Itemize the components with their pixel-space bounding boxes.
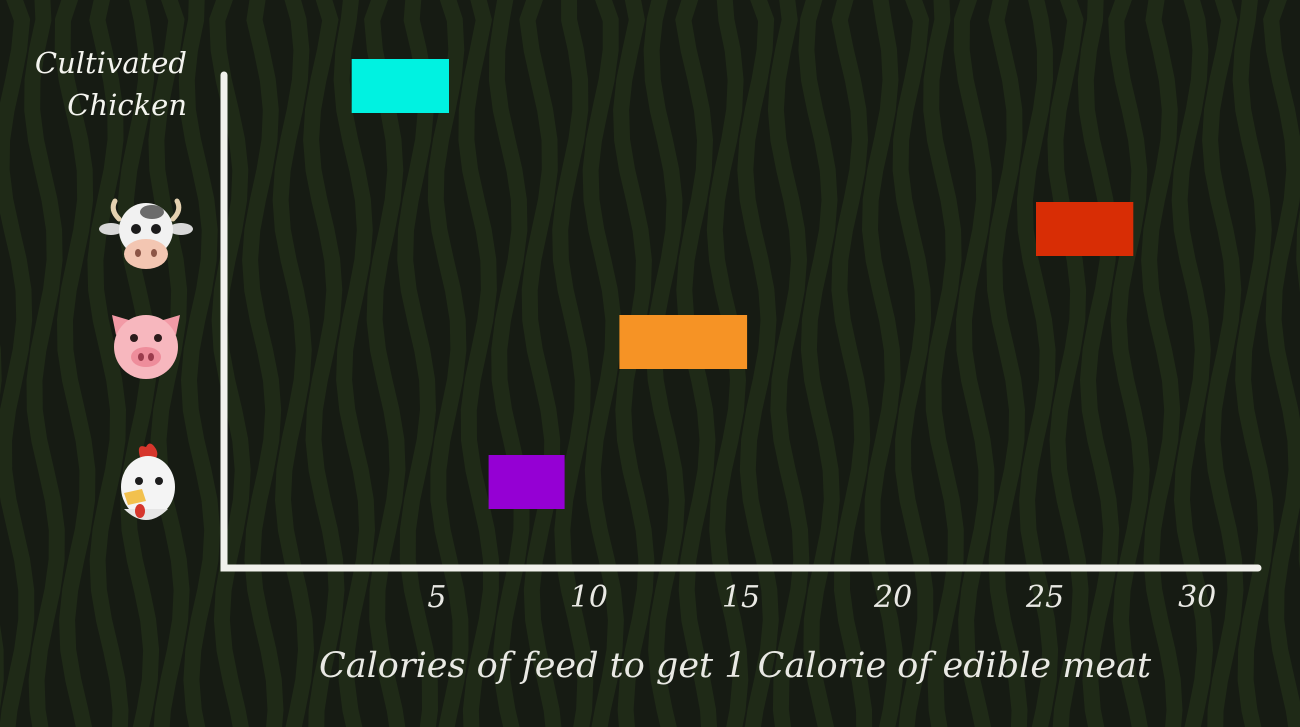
background-stripe xyxy=(1047,0,1089,727)
background-stripe xyxy=(54,0,96,727)
background-stripe xyxy=(519,0,562,727)
background-stripe xyxy=(798,0,840,727)
x-tick-label: 15 xyxy=(722,580,760,615)
background-stripe xyxy=(953,0,995,727)
bars-group xyxy=(351,59,1134,509)
background-stripe xyxy=(303,0,345,727)
category-label: Cultivated Chicken xyxy=(35,46,187,122)
background-stripe xyxy=(1141,0,1183,727)
x-tick-label: 30 xyxy=(1178,580,1216,615)
axis-lines xyxy=(220,71,1262,572)
background-stripe xyxy=(1171,0,1214,727)
bar-0 xyxy=(351,59,449,113)
background-stripe xyxy=(242,0,284,727)
x-tick-label: 5 xyxy=(427,580,446,615)
cow-face-icon xyxy=(99,198,193,269)
background-stripe xyxy=(861,0,903,727)
x-tick-label: 25 xyxy=(1025,580,1064,615)
background-stripe xyxy=(1016,0,1059,727)
category-labels: Cultivated Chicken xyxy=(35,46,193,520)
background-stripe xyxy=(488,0,530,727)
background-stripe xyxy=(397,0,439,727)
background-stripe xyxy=(1263,0,1300,727)
background-stripe xyxy=(831,0,873,727)
background-stripe xyxy=(1232,0,1275,727)
background-stripe xyxy=(333,0,376,727)
background-stripe xyxy=(24,0,65,727)
background-stripe xyxy=(1108,0,1150,727)
x-axis-label: Calories of feed to get 1 Calorie of edi… xyxy=(319,646,1152,686)
background-stripe xyxy=(178,0,221,727)
x-tick-labels: 5 10 15 20 25 30 xyxy=(427,580,1216,615)
background-stripe xyxy=(767,0,810,727)
x-tick-label: 20 xyxy=(873,580,912,615)
background-stripe xyxy=(582,0,624,727)
background-stripe xyxy=(0,0,35,727)
background-stripe xyxy=(364,0,406,727)
bar-3 xyxy=(488,455,565,509)
background-stripe xyxy=(986,0,1028,727)
background-stripe xyxy=(458,0,500,727)
background-stripe xyxy=(892,0,934,727)
background-stripe xyxy=(87,0,129,727)
background-stripe xyxy=(1202,0,1244,727)
background-stripe xyxy=(427,0,469,727)
background-stripe xyxy=(923,0,964,727)
chicken-face-icon xyxy=(121,443,175,520)
bar-2 xyxy=(619,315,748,369)
background-stripe xyxy=(272,0,315,727)
x-tick-label: 10 xyxy=(570,580,608,615)
background-stripe xyxy=(737,0,779,727)
background-stripe xyxy=(1077,0,1120,727)
background-stripe xyxy=(552,0,594,727)
pig-face-icon xyxy=(112,315,180,379)
bar-1 xyxy=(1036,202,1134,256)
